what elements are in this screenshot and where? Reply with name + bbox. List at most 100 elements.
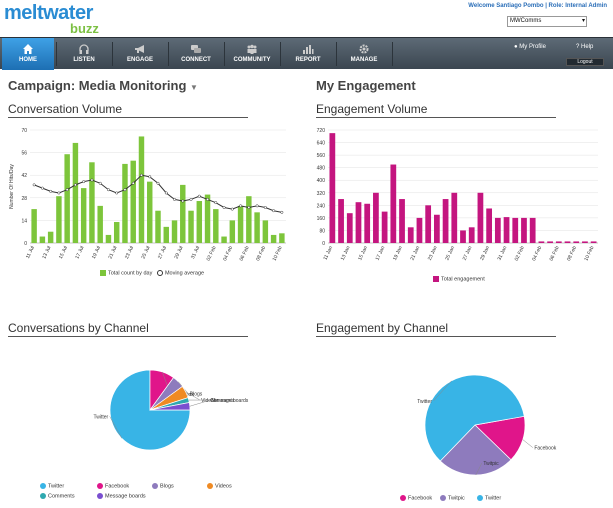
x-tick-label: 08 Feb [566,245,578,262]
pie-leader-line [433,380,452,402]
bar [105,234,112,243]
moving-average-point [131,181,135,185]
bar [590,241,597,243]
bar [521,217,527,243]
account-select-value: MWComms [510,18,542,24]
bar [582,241,588,243]
campaign-title: Campaign: Media Monitoring [8,78,187,93]
bar [97,205,103,243]
conversations-by-channel-title: Conversations by Channel [8,321,248,337]
legend-item-twitpic: Twitpic [440,495,465,501]
moving-average-point [123,188,127,192]
x-tick-label: 13 Jul [41,245,52,260]
bar [254,212,260,243]
x-tick-label: 31 Jan [497,245,509,261]
pie-label: Message boards [211,398,248,404]
x-tick-label: 13 Jan [340,245,352,261]
nav-engage-label: ENGAGE [126,57,153,63]
x-tick-label: 06 Feb [549,245,561,262]
headphones-icon [79,44,89,54]
nav-report[interactable]: REPORT [282,38,334,70]
legend-swatch-total [100,270,106,276]
conversation-volume-title: Conversation Volume [8,102,248,118]
engagement-volume-title: Engagement Volume [316,102,556,118]
bar [163,226,169,243]
moving-average-point [222,206,226,209]
bar [89,162,95,243]
bar [31,209,37,243]
moving-average-line [33,174,282,213]
bar [80,188,87,243]
legend-total-engagement: Total engagement [441,276,485,283]
bar [346,213,353,243]
bar [171,220,178,243]
bar [442,199,449,243]
nav-home[interactable]: HOME [2,38,54,70]
moving-average-point [255,204,259,208]
legend-item-videos: Videos [207,483,232,489]
pie-label: Blogs [190,392,203,398]
nav-engage[interactable]: ENGAGE [114,38,166,70]
campaign-selector[interactable]: Campaign: Media Monitoring ▼ [8,78,198,93]
pie-label: Twitpic [483,461,499,467]
bar [468,227,475,243]
nav-community[interactable]: COMMUNITY [226,38,278,70]
bar [204,194,211,243]
meltwater-buzz-logo[interactable]: meltwater buzz [4,2,144,38]
y-tick-label: 80 [319,228,325,234]
y-tick-label: 14 [21,218,27,224]
engagement-by-channel-pie: Facebook Twitpic Twitter [417,374,557,476]
nav-manage-label: MANAGE [350,57,378,63]
conversation-volume-legend: Total count by day Moving average [100,270,204,276]
bar [529,217,536,243]
x-tick-label: 10 Feb [583,245,595,262]
moving-average-point [280,210,284,214]
moving-average-point [173,197,176,201]
nav-connect[interactable]: CONNECT [170,38,222,70]
bar [113,222,120,243]
nav-listen[interactable]: LISTEN [58,38,110,70]
bar [270,234,277,243]
pie-label: Twitter [93,414,108,420]
bar [246,196,252,243]
engagement-volume-chart: 0 80 160 240 320 400 480 560 640 720 11 Jan 13 Jan 1… [317,128,598,262]
bar [213,209,219,243]
help-link[interactable]: ? Help [576,44,593,50]
megaphone-icon [135,45,144,53]
bar [237,205,244,243]
nav-manage[interactable]: MANAGE [338,38,390,70]
moving-average-point [82,180,86,184]
engagement-title: My Engagement [316,78,416,93]
moving-average-point [140,173,143,177]
y-tick-label: 70 [21,128,27,134]
chart-icon [303,45,314,54]
bar [47,231,54,243]
bar [547,241,553,243]
logout-button[interactable]: Logout [566,58,604,66]
account-select[interactable]: MWComms ▾ [507,16,587,27]
nav-report-label: REPORT [295,57,321,63]
people-icon [247,44,257,54]
moving-average-point [239,204,243,208]
x-tick-label: 29 Jul [174,245,185,260]
pie-label: Twitter [417,399,432,405]
y-tick-label: 56 [21,151,27,157]
bar [130,160,136,243]
bar [221,236,227,243]
legend-item-twitter: Twitter [40,483,64,489]
y-tick-label: 0 [24,241,27,247]
legend-item-facebook-eng: Facebook [400,495,432,501]
nav-home-label: HOME [19,57,37,63]
y-tick-label: 480 [317,166,326,172]
help-icon: ? [576,44,580,50]
bar [155,210,161,243]
moving-average-point [73,183,77,187]
y-tick-label: 42 [21,173,27,179]
bar [229,220,236,243]
my-profile-link[interactable]: ● My Profile [514,44,546,50]
x-tick-label: 02 Feb [206,245,218,262]
legend-moving-average: Moving average [164,270,205,277]
bar [64,154,70,243]
moving-average-point [206,197,209,201]
moving-average-point [90,178,94,182]
